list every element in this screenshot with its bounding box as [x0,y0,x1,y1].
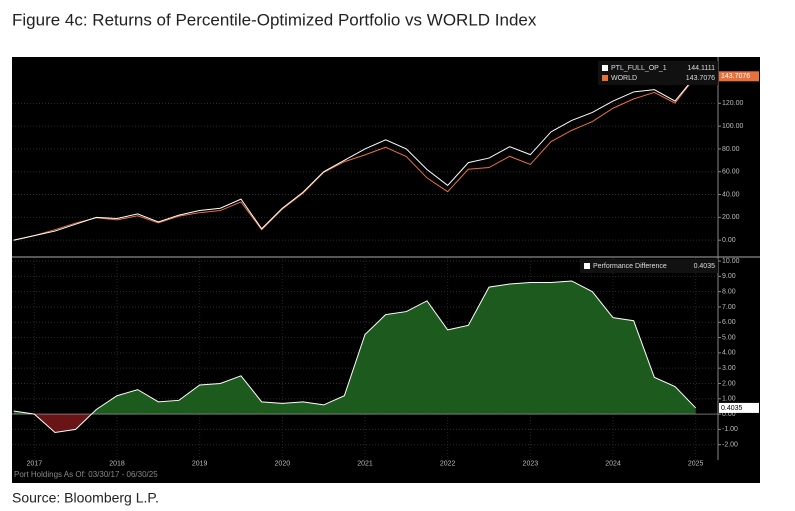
legend-swatch [602,75,608,81]
y-tick-label: 1.00 [722,396,736,403]
y-tick-label: 20.00 [722,214,740,221]
legend-label: Performance Difference [593,263,667,270]
y-tick-label: 8.00 [722,289,736,296]
legend-box [598,61,718,85]
value-tag-label: 0.4035 [721,405,743,412]
y-tick-label: 80.00 [722,146,740,153]
area-positive [13,280,696,415]
figure-title: Figure 4c: Returns of Percentile-Optimiz… [12,10,537,29]
value-tag-label: 143.7076 [721,73,750,80]
x-tick-label: 2018 [109,460,125,467]
source: Source: Bloomberg L.P. [12,490,159,506]
x-tick-label: 2022 [440,460,456,467]
y-tick-label: -1.00 [722,426,738,433]
x-tick-label: 2024 [605,460,621,467]
line [13,75,697,241]
legend-swatch [602,65,608,71]
y-tick-label: -2.00 [722,442,738,449]
y-tick-label: 4.00 [722,350,736,357]
y-tick-label: 5.00 [722,334,736,341]
y-tick-label: 6.00 [722,319,736,326]
footnote: Port Holdings As Of: 03/30/17 - 06/30/25 [14,470,158,479]
y-tick-label: 7.00 [722,304,736,311]
y-tick-label: 9.00 [722,273,736,280]
y-tick-label: 100.00 [722,123,744,130]
legend-label: PTL_FULL_OP_1 [611,65,667,72]
legend-value: 144.1111 [687,65,715,72]
area-negative [13,414,696,433]
line [13,75,697,241]
x-tick-label: 2025 [688,460,704,467]
y-tick-label: 0.00 [722,237,736,244]
x-tick-label: 2017 [27,460,43,467]
y-tick-label: 120.00 [722,100,744,107]
x-tick-label: 2023 [523,460,539,467]
y-tick-label: 2.00 [722,380,736,387]
legend-value: 0.4035 [694,263,716,270]
y-tick-label: 10.00 [722,258,740,265]
y-tick-label: 60.00 [722,169,740,176]
y-tick-label: 0.00 [722,411,736,418]
x-tick-label: 2019 [192,460,208,467]
value-tag [719,402,759,413]
y-tick-label: 40.00 [722,191,740,198]
x-tick-label: 2021 [357,460,373,467]
legend-box [580,259,718,273]
legend-value: 143.7076 [686,75,715,82]
legend-swatch [584,263,590,269]
y-tick-label: 3.00 [722,365,736,372]
line [13,280,697,433]
x-tick-label: 2020 [275,460,291,467]
value-tag [719,71,759,82]
legend-label: WORLD [611,75,637,82]
